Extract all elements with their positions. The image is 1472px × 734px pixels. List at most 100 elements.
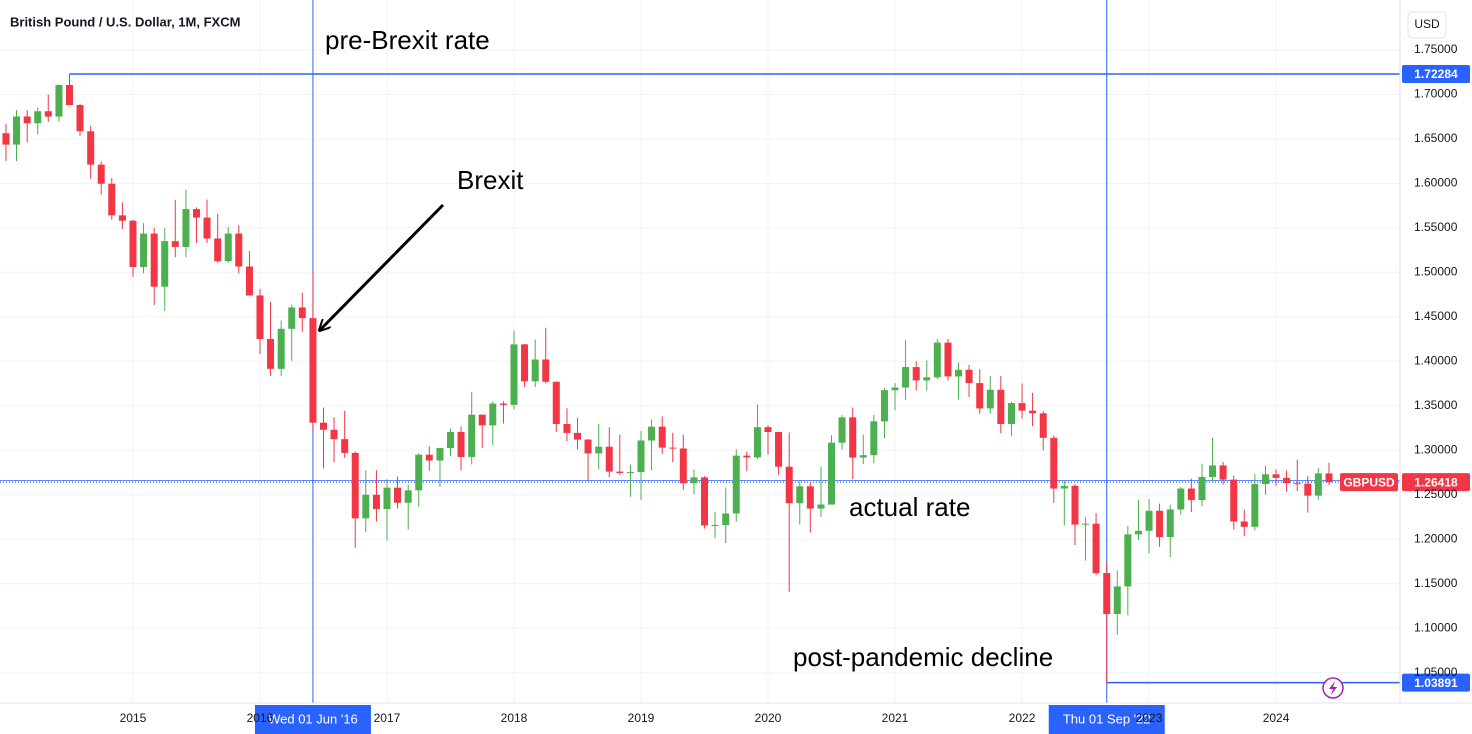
candle-body (87, 131, 95, 165)
candle-body (902, 367, 910, 388)
x-tick-label: 2022 (1009, 711, 1036, 725)
candle-body (531, 359, 539, 382)
candle-body (118, 215, 126, 221)
candle-body (1124, 534, 1132, 587)
candle-body (648, 426, 656, 441)
candle-body (1261, 474, 1269, 485)
candle-body (425, 454, 433, 461)
candle-body (182, 209, 190, 247)
candle-body (542, 359, 550, 382)
candle-body (679, 448, 687, 484)
y-tick-label: 1.55000 (1414, 220, 1458, 234)
x-tick-label: 2018 (501, 711, 528, 725)
candle-body (309, 318, 317, 423)
candle-body (552, 381, 560, 425)
candle-body (510, 344, 518, 405)
annotation: Brexit (457, 165, 524, 195)
y-tick-label: 1.15000 (1414, 576, 1458, 590)
annotation: actual rate (849, 492, 970, 522)
candle-body (1039, 413, 1047, 438)
candle-body (415, 454, 423, 491)
price-tag (1402, 673, 1470, 692)
candle-body (976, 383, 984, 409)
candle-body (806, 486, 814, 509)
candle-body (753, 427, 761, 458)
candle-body (362, 494, 370, 519)
candle-body (1240, 521, 1248, 527)
candle-body (626, 472, 634, 474)
candle-body (235, 233, 243, 267)
candle-body (1156, 510, 1164, 538)
candle-body (1103, 573, 1111, 615)
candle-body (1050, 437, 1058, 489)
candle-body (616, 471, 624, 473)
currency: USD (1414, 17, 1440, 31)
candle-body (891, 387, 899, 391)
grid (0, 0, 1400, 703)
candle-body (404, 490, 412, 503)
candle-body (1177, 488, 1185, 510)
candle-body (690, 477, 698, 484)
candle-body (563, 424, 571, 433)
chart-title: British Pound / U.S. Dollar, 1M, FXCM (10, 14, 240, 29)
candle-body (785, 466, 793, 504)
candle-body (637, 440, 645, 473)
candle-body (277, 328, 285, 369)
candle-body (1134, 530, 1142, 535)
y-tick-label: 1.05000 (1414, 665, 1458, 679)
candle-body (330, 429, 338, 440)
candle-body (436, 448, 444, 461)
candle-body (203, 217, 211, 239)
y-tick-label: 1.65000 (1414, 131, 1458, 145)
candle-body (1304, 483, 1312, 496)
currency-box[interactable] (1407, 11, 1447, 39)
x-tick-label: 2021 (882, 711, 909, 725)
candle-body (764, 427, 772, 433)
candle-body (55, 84, 63, 117)
x-tick-label: 2017 (374, 711, 401, 725)
candle-body (1325, 473, 1333, 483)
candle-body (245, 266, 253, 296)
candle-body (97, 164, 105, 184)
candle-body (912, 367, 920, 381)
y-tick-label: 1.25000 (1414, 487, 1458, 501)
candle-body (796, 486, 804, 504)
candle-body (1219, 465, 1227, 480)
candle-body (1113, 586, 1121, 615)
y-tick-label: 1.60000 (1414, 175, 1458, 189)
candle-body (986, 389, 994, 409)
candle-body (256, 295, 264, 340)
alert-icon-bolt (1329, 681, 1337, 695)
candle-body (711, 525, 719, 527)
candle-body (1166, 509, 1174, 538)
candle-body (775, 432, 783, 467)
candle-body (44, 111, 52, 117)
candle-body (849, 417, 857, 458)
candle-body (372, 494, 380, 510)
x-tick-label: 2024 (1263, 711, 1290, 725)
candle-body (817, 504, 825, 509)
x-tick-label: 2020 (755, 711, 782, 725)
annotation: post-pandemic decline (793, 642, 1053, 672)
y-tick-label: 1.35000 (1414, 398, 1458, 412)
candle-body (595, 446, 603, 454)
date-tag-label: Wed 01 Jun '16 (268, 711, 358, 726)
candle-body (923, 377, 931, 381)
candle-body (499, 403, 507, 405)
candle-body (267, 339, 275, 369)
candle-body (870, 421, 878, 456)
candle-body (288, 307, 296, 329)
price-tag-label: 1.03891 (1414, 676, 1458, 690)
candle-body (658, 426, 666, 448)
candle-body (140, 233, 148, 267)
candle-body (944, 342, 952, 377)
price-tag (1402, 65, 1470, 84)
candle-body (171, 241, 179, 247)
candle-body (955, 369, 963, 377)
candle-body (584, 439, 592, 454)
candle-body (1283, 477, 1291, 484)
candle-body (150, 233, 158, 287)
date-tag (254, 705, 371, 734)
price-tag-label: 1.26418 (1414, 475, 1458, 489)
candle-body (521, 344, 529, 382)
